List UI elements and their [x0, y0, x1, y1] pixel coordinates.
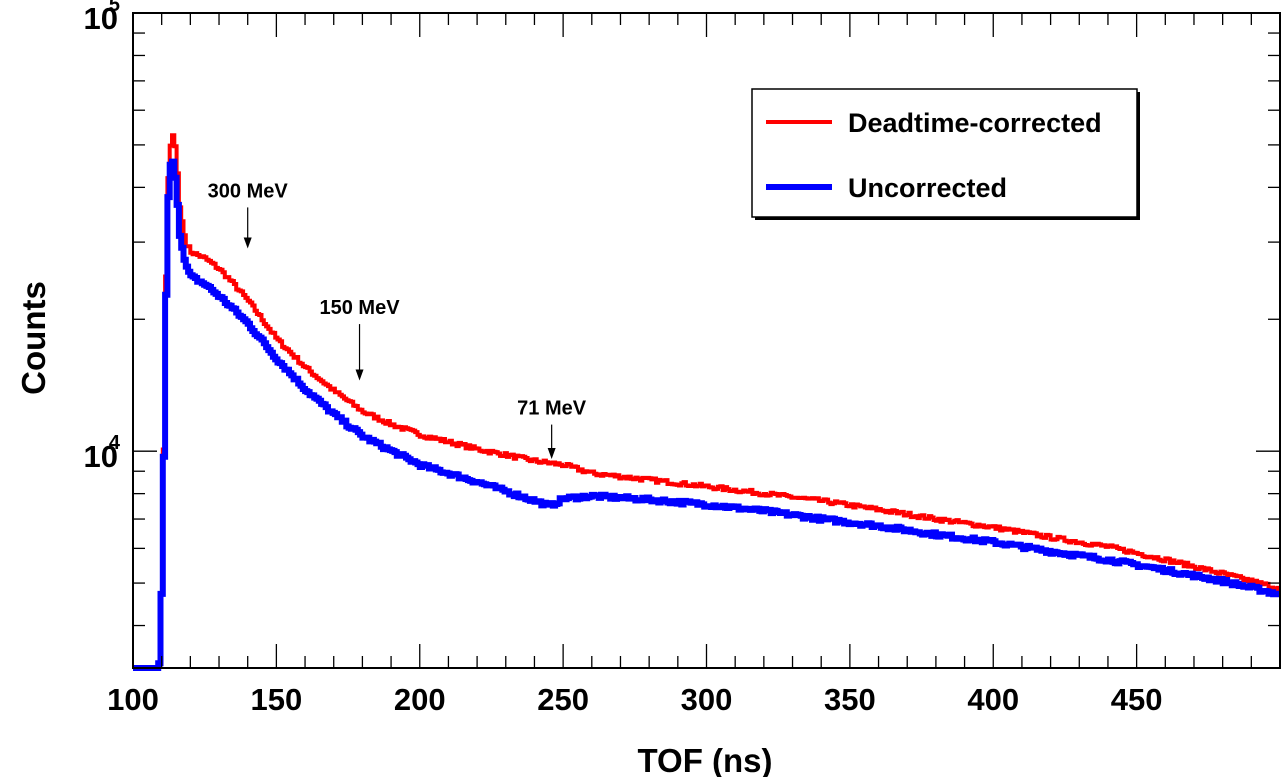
legend: Deadtime-corrected Uncorrected: [751, 88, 1140, 220]
annotation-label-150-mev: 150 MeV: [320, 297, 401, 319]
annotation-arrow-head: [243, 237, 252, 249]
x-tick-label: 100: [107, 682, 159, 717]
annotation-label-300-mev: 300 MeV: [208, 180, 289, 202]
x-tick-label: 350: [824, 682, 876, 717]
annotation-arrow-head: [547, 447, 556, 459]
x-tick-label: 150: [251, 682, 303, 717]
x-tick-label: 400: [967, 682, 1019, 717]
legend-label-deadtime-corrected: Deadtime-corrected: [848, 108, 1102, 138]
x-tick-label: 200: [394, 682, 446, 717]
series-line-uncorrected: [133, 158, 1281, 671]
legend-box: [751, 88, 1138, 218]
series-line-deadtime-corrected: [133, 133, 1280, 670]
x-tick-label: 450: [1111, 682, 1163, 717]
y-axis-title: Counts: [15, 281, 52, 395]
plot-area: [133, 133, 1281, 671]
annotation-arrow-head: [355, 369, 364, 381]
ticks: [132, 12, 1280, 668]
x-axis-title: TOF (ns): [637, 742, 772, 777]
x-tick-label: 250: [537, 682, 589, 717]
y-tick-label: 10: [84, 1, 118, 36]
legend-label-uncorrected: Uncorrected: [848, 173, 1007, 203]
annotation-label-71-mev: 71 MeV: [517, 398, 587, 420]
y-tick-label: 10: [84, 439, 118, 474]
annotations: 300 MeV 150 MeV 71 MeV: [208, 180, 587, 459]
x-tick-label: 300: [681, 682, 733, 717]
y-tick-label-exponent: 4: [109, 432, 121, 454]
y-tick-label-exponent: 5: [109, 0, 120, 16]
